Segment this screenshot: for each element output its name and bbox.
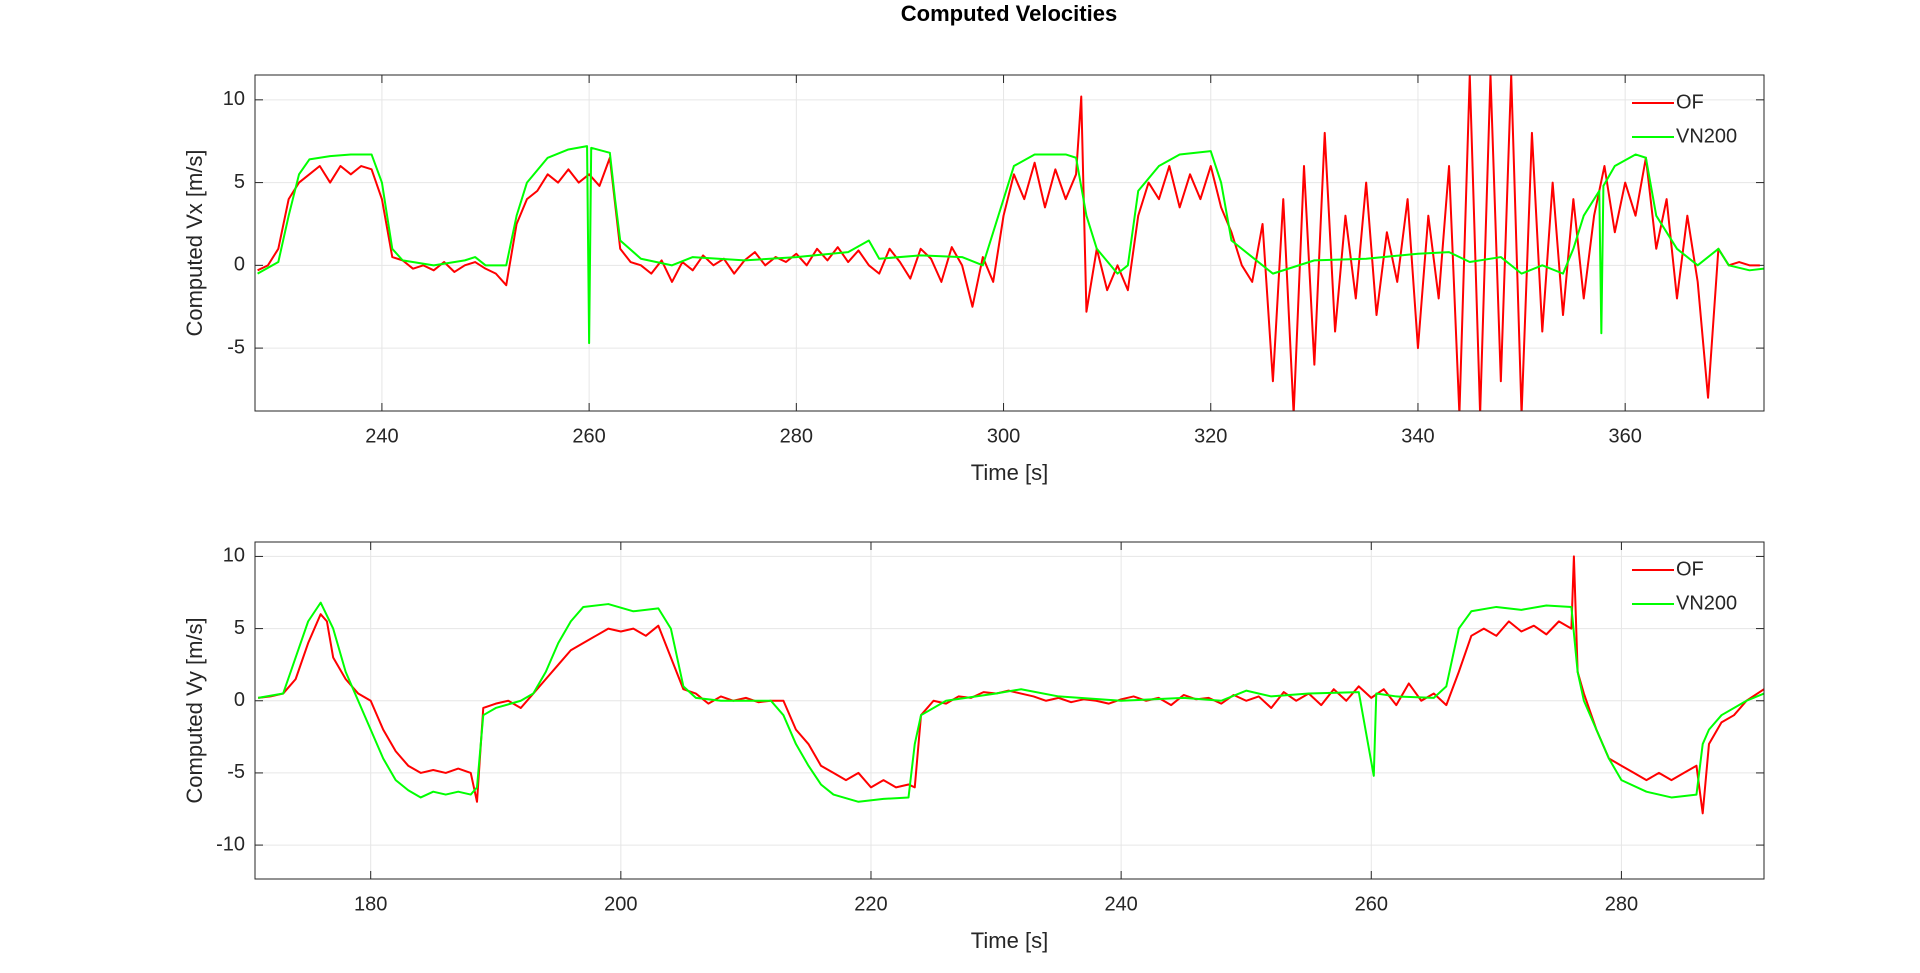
y-tick-label: 0 [234,689,245,711]
legend-label: VN200 [1676,125,1737,147]
x-tick-label: 340 [1401,425,1434,447]
y-tick-label: -5 [227,761,245,783]
y-tick-label: -5 [227,336,245,358]
legend-label: OF [1676,558,1704,580]
plot-area [255,542,1764,879]
data-line [257,145,1764,345]
y-axis-label: Computed Vx [m/s] [182,149,207,336]
x-tick-label: 320 [1194,425,1227,447]
x-tick-label: 220 [854,893,887,915]
x-tick-label: 280 [780,425,813,447]
x-axis-label: Time [s] [971,928,1048,953]
x-tick-label: 200 [604,893,637,915]
data-line [257,75,1760,411]
y-tick-label: -10 [216,833,245,855]
data-line [257,601,1764,803]
axes-box [254,74,1765,412]
x-tick-label: 240 [1104,893,1137,915]
x-tick-label: 240 [365,425,398,447]
chart-title: Computed Velocities [901,1,1117,26]
legend-label: VN200 [1676,592,1737,614]
y-tick-label: 10 [223,88,245,110]
y-tick-label: 5 [234,617,245,639]
legend-label: OF [1676,91,1704,113]
y-tick-label: 0 [234,254,245,276]
x-tick-label: 300 [987,425,1020,447]
axes-box [254,541,1765,880]
y-axis-label: Computed Vy [m/s] [182,617,207,803]
y-tick-label: 5 [234,171,245,193]
x-axis-label: Time [s] [971,460,1048,485]
x-tick-label: 360 [1608,425,1641,447]
x-tick-label: 280 [1605,893,1638,915]
y-tick-label: 10 [223,545,245,567]
x-tick-label: 260 [1355,893,1388,915]
x-tick-label: 180 [354,893,387,915]
x-tick-label: 260 [572,425,605,447]
